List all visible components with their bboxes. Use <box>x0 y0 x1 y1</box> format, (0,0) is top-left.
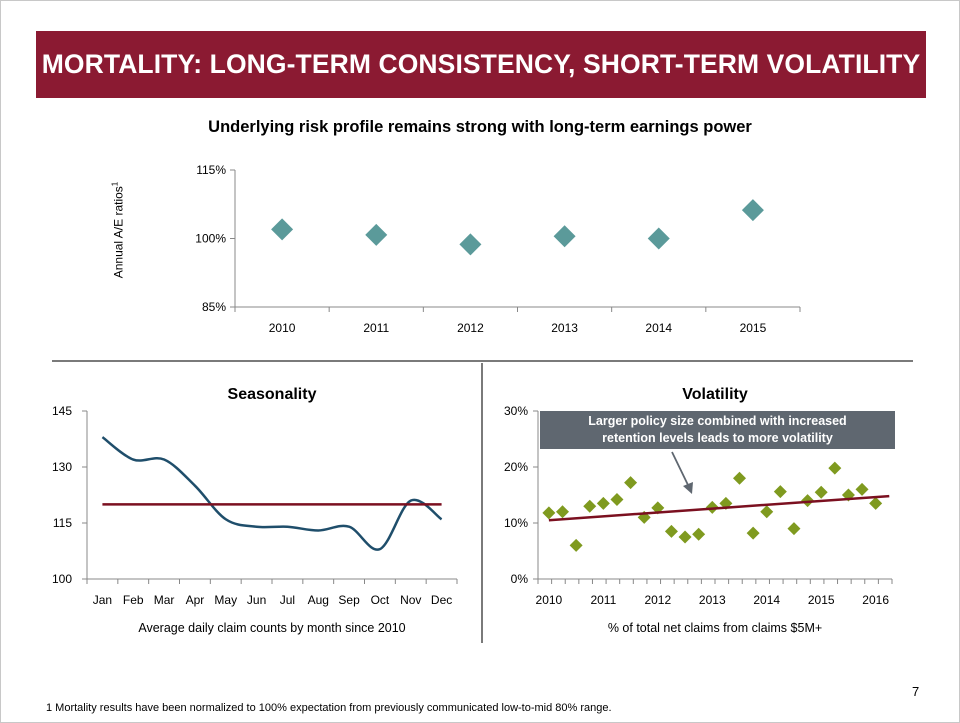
volatility-x-tick-label: 2010 <box>536 593 563 607</box>
volatility-trend-line <box>548 494 890 522</box>
seasonality-y-tick-label: 145 <box>52 404 72 418</box>
ae-x-tick-label: 2012 <box>457 321 484 335</box>
volatility-point <box>746 526 760 540</box>
volatility-point <box>814 485 828 499</box>
ae-x-tick-label: 2015 <box>740 321 767 335</box>
volatility-point <box>610 492 624 506</box>
volatility-point <box>733 471 747 485</box>
ae-y-tick-label: 85% <box>202 300 226 314</box>
seasonality-x-tick-label: Sep <box>338 593 360 607</box>
seasonality-x-tick-label: Jun <box>247 593 266 607</box>
ae-x-tick-label: 2011 <box>363 321 389 335</box>
seasonality-x-tick-label: Apr <box>186 593 205 607</box>
footnote: 1 Mortality results have been normalized… <box>46 702 612 714</box>
ae-ratio-point <box>647 227 670 250</box>
volatility-point <box>855 482 869 496</box>
volatility-point <box>828 461 842 475</box>
slide-title: MORTALITY: LONG-TERM CONSISTENCY, SHORT-… <box>41 49 921 79</box>
seasonality-x-tick-label: Dec <box>431 593 452 607</box>
volatility-y-tick-label: 20% <box>504 460 528 474</box>
seasonality-title: Seasonality <box>228 386 317 403</box>
section-divider-horizontal <box>52 360 913 362</box>
volatility-point <box>678 530 692 544</box>
volatility-point <box>556 505 570 519</box>
volatility-point <box>569 538 583 552</box>
volatility-point <box>801 494 815 508</box>
volatility-x-tick-label: 2012 <box>644 593 671 607</box>
seasonality-xlabel: Average daily claim counts by month sinc… <box>138 621 405 635</box>
volatility-point <box>773 485 787 499</box>
volatility-y-tick-label: 10% <box>504 516 528 530</box>
seasonality-y-tick-label: 115 <box>53 516 72 530</box>
volatility-x-tick-label: 2013 <box>699 593 726 607</box>
seasonality-x-tick-label: May <box>214 593 237 607</box>
callout-line-2: retention levels leads to more volatilit… <box>602 431 833 445</box>
volatility-callout: Larger policy size combined with increas… <box>540 411 895 449</box>
volatility-point <box>787 522 801 536</box>
seasonality-x-tick-label: Jan <box>93 593 112 607</box>
seasonality-x-tick-label: Nov <box>400 593 421 607</box>
volatility-title: Volatility <box>682 386 748 403</box>
ae-y-tick-label: 100% <box>195 232 226 246</box>
seasonality-y-tick-label: 130 <box>52 460 72 474</box>
volatility-point <box>760 505 774 519</box>
seasonality-x-tick-label: Feb <box>123 593 144 607</box>
seasonality-x-tick-label: Oct <box>371 593 390 607</box>
callout-arrow-shaft <box>671 451 689 486</box>
volatility-point <box>596 496 610 510</box>
volatility-point <box>869 496 883 510</box>
seasonality-y-tick-label: 100 <box>52 572 72 586</box>
volatility-point <box>542 506 556 520</box>
seasonality-x-tick-label: Jul <box>280 593 295 607</box>
ae-x-tick-label: 2014 <box>645 321 672 335</box>
volatility-x-tick-label: 2014 <box>753 593 780 607</box>
ae-ratio-point <box>741 199 764 222</box>
ae-x-tick-label: 2013 <box>551 321 578 335</box>
volatility-point <box>664 524 678 538</box>
page-number: 7 <box>912 684 920 699</box>
volatility-point <box>583 499 597 513</box>
callout-arrow-head <box>683 482 693 494</box>
volatility-y-tick-label: 30% <box>504 404 528 418</box>
volatility-point <box>692 527 706 541</box>
ae-ratio-point <box>553 225 576 248</box>
volatility-x-tick-label: 2011 <box>590 593 616 607</box>
seasonality-x-tick-label: Aug <box>308 593 329 607</box>
volatility-x-tick-label: 2015 <box>808 593 835 607</box>
section-divider-vertical <box>481 363 483 643</box>
volatility-x-tick-label: 2016 <box>862 593 889 607</box>
volatility-xlabel: % of total net claims from claims $5M+ <box>608 621 822 635</box>
seasonality-claims-line <box>101 436 443 551</box>
callout-line-1: Larger policy size combined with increas… <box>588 414 847 428</box>
ae-ratio-point <box>459 233 482 256</box>
ae-ratio-point <box>365 223 388 246</box>
volatility-point <box>705 500 719 514</box>
ae-ratio-point <box>271 218 294 241</box>
volatility-point <box>624 476 638 490</box>
title-bar: MORTALITY: LONG-TERM CONSISTENCY, SHORT-… <box>36 31 926 98</box>
volatility-y-tick-label: 0% <box>511 572 529 586</box>
seasonality-x-tick-label: Mar <box>154 593 175 607</box>
ae-x-tick-label: 2010 <box>269 321 296 335</box>
ae-y-tick-label: 115% <box>196 163 226 177</box>
slide-subtitle: Underlying risk profile remains strong w… <box>208 118 752 136</box>
